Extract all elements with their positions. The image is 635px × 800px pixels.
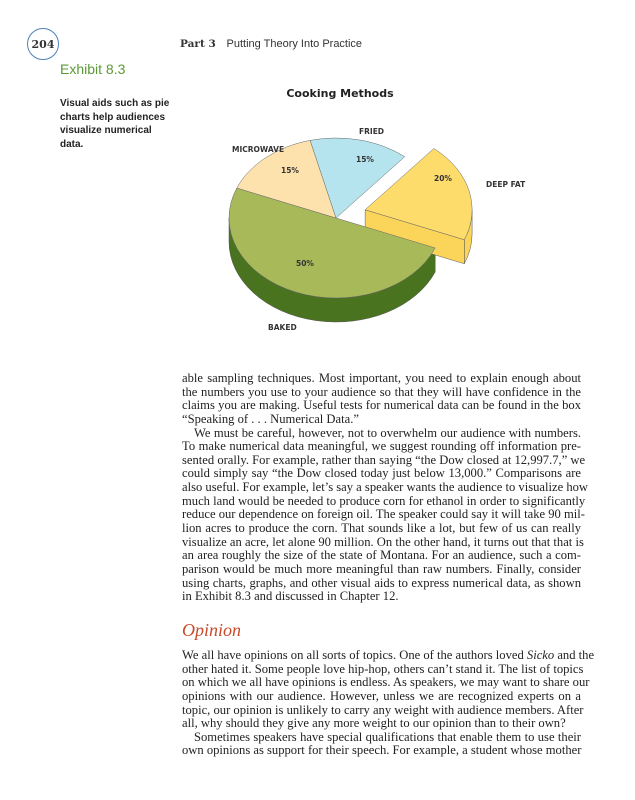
text-line: other hated it. Some people love hip-hop…: [182, 661, 584, 676]
pie-slice-microwave: [236, 140, 337, 219]
text-line: We all have opinions on all sorts of top…: [182, 648, 595, 662]
text-line: could simply say “the Dow closed today j…: [182, 466, 581, 481]
body-text-opinion: We all have opinions on all sorts of top…: [182, 648, 595, 758]
text-line: in Exhibit 8.3 and discussed in Chapter …: [182, 589, 399, 604]
text-line: Sometimes speakers have special qualific…: [194, 729, 581, 744]
section-heading: Opinion: [182, 620, 242, 640]
part-label: Part 3: [180, 38, 216, 50]
text-line: also useful. For example, let’s say a sp…: [182, 480, 589, 495]
caption-line: Visual aids such as pie: [60, 98, 170, 109]
text-line: own opinions as support for their speech…: [182, 743, 582, 758]
slice-value-baked: 50%: [296, 259, 314, 268]
exhibit-label: Exhibit 8.3: [60, 61, 126, 77]
text-line: on which we all have opinions is endless…: [182, 675, 590, 690]
pie-slice-baked: [228, 187, 436, 299]
part-title: Putting Theory Into Practice: [226, 38, 363, 50]
text-line: the numbers you use to your audience so …: [182, 384, 581, 399]
running-header: Part 3 Putting Theory Into Practice: [180, 38, 362, 50]
text-line: all, why should they give any more weigh…: [182, 716, 566, 731]
slice-label-deep-fat: DEEP FAT: [486, 180, 526, 189]
text-line: parison would be much more meaningful th…: [182, 561, 581, 576]
text-line: much land would be needed to produce cor…: [182, 493, 586, 508]
pie-slice-deep-fat: [364, 148, 473, 241]
caption-line: visualize numerical: [60, 125, 152, 137]
text-line: reduce our dependence on foreign oil. Th…: [182, 507, 585, 522]
text-line: We must be careful, however, not to over…: [194, 425, 581, 440]
text-line: topic, our opinion is unlikely to carry …: [182, 702, 584, 717]
text-line: an area roughly the size of the state of…: [182, 548, 581, 563]
text-line: To make numerical data meaningful, we su…: [182, 439, 581, 454]
text-line: visualize an acre, let alone 90 million.…: [182, 534, 584, 549]
slice-value-microwave: 15%: [281, 166, 299, 175]
text-line: sented orally. For example, rather than …: [182, 452, 586, 467]
text-line: “Speaking of . . . Numerical Data.”: [182, 411, 359, 426]
text-line: opinions with our audience. However, unl…: [182, 688, 581, 703]
slice-label-microwave: MICROWAVE: [232, 145, 285, 154]
slice-label-baked: BAKED: [268, 323, 297, 332]
caption-line: charts help audiences: [60, 111, 166, 123]
body-text: able sampling techniques. Most important…: [182, 371, 589, 604]
pie-slice-fried: [309, 137, 406, 219]
text-line: claims you are making. Useful tests for …: [182, 398, 581, 413]
slice-label-fried: FRIED: [359, 127, 385, 136]
text-line: able sampling techniques. Most important…: [182, 371, 581, 385]
page-number: 204: [27, 28, 59, 60]
slice-value-fried: 15%: [356, 155, 374, 164]
chart-title: Cooking Methods: [286, 87, 394, 100]
exhibit-caption: Visual aids such as pie charts help audi…: [60, 97, 170, 152]
caption-line: data.: [60, 139, 84, 151]
slice-value-deep-fat: 20%: [434, 174, 452, 183]
text-line: lion acres to produce the corn. That sou…: [182, 521, 581, 536]
text-line: using charts, graphs, and other visual a…: [182, 575, 581, 590]
